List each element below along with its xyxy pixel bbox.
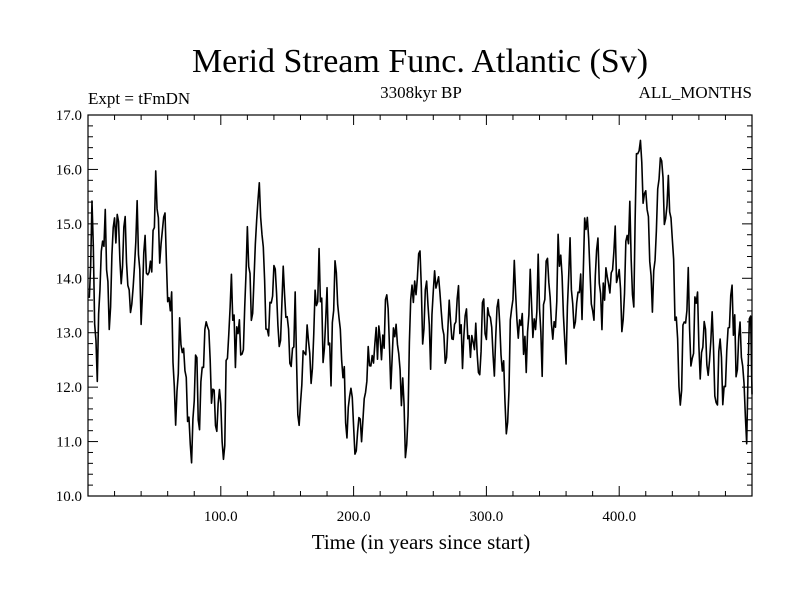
y-tick-label: 12.0 xyxy=(56,380,82,396)
x-tick-label: 100.0 xyxy=(204,509,238,525)
y-tick-label: 14.0 xyxy=(56,271,82,287)
period-label: 3308kyr BP xyxy=(380,83,462,102)
y-tick-label: 11.0 xyxy=(56,435,82,451)
plot-area: 100.0 200.0 300.0 400.0 10.0 11.0 12.0 13.0 14.0… xyxy=(56,108,753,525)
x-tick-label: 300.0 xyxy=(470,509,504,525)
months-label: ALL_MONTHS xyxy=(639,83,752,102)
y-tick-label: 15.0 xyxy=(56,217,82,233)
chart-title: Merid Stream Func. Atlantic (Sv) xyxy=(192,43,648,80)
experiment-label: Expt = tFmDN xyxy=(88,89,190,108)
x-tick-label: 400.0 xyxy=(602,509,636,525)
y-tick-label: 13.0 xyxy=(56,326,82,342)
x-axis-label: Time (in years since start) xyxy=(312,530,531,554)
y-tick-label: 17.0 xyxy=(56,108,82,124)
series-line xyxy=(88,139,753,464)
x-tick-label: 200.0 xyxy=(337,509,371,525)
y-tick-label: 10.0 xyxy=(56,489,82,505)
y-tick-label: 16.0 xyxy=(56,162,82,178)
plot-frame xyxy=(87,114,753,497)
